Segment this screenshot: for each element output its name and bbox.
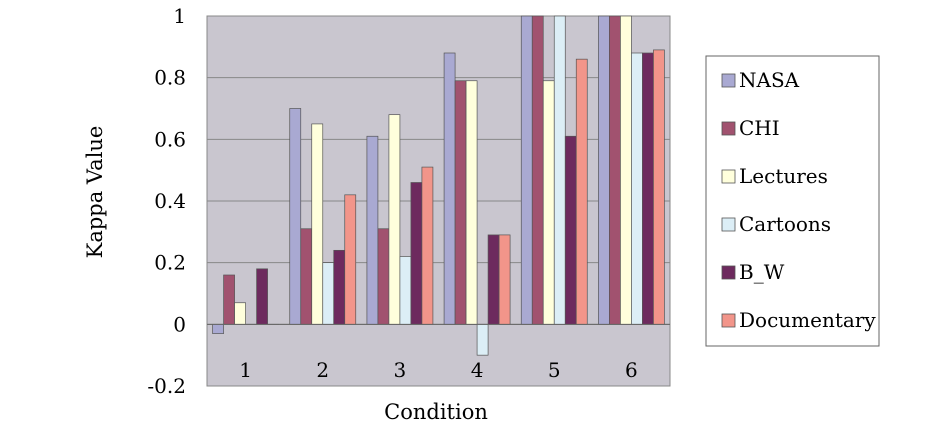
bar-cartoons-3 <box>400 257 411 325</box>
legend-swatch-documentary <box>722 314 735 327</box>
x-tick-label: 6 <box>625 358 638 382</box>
bar-b_w-6 <box>642 53 653 324</box>
bar-lectures-2 <box>312 124 323 324</box>
bar-nasa-4 <box>444 53 455 324</box>
bar-nasa-2 <box>290 109 301 325</box>
bar-chi-1 <box>224 275 235 324</box>
x-tick-label: 5 <box>548 358 561 382</box>
bar-lectures-3 <box>389 115 400 325</box>
legend-label-chi: CHI <box>739 116 780 140</box>
legend-swatch-cartoons <box>722 218 735 231</box>
y-axis-title: Kappa Value <box>83 126 107 259</box>
legend-label-lectures: Lectures <box>739 164 828 188</box>
bar-documentary-6 <box>653 50 664 324</box>
bar-nasa-1 <box>213 324 224 333</box>
legend-label-nasa: NASA <box>739 68 800 92</box>
bar-documentary-4 <box>499 235 510 324</box>
bar-lectures-5 <box>543 81 554 325</box>
y-tick-label: 0.8 <box>154 66 186 90</box>
bar-lectures-1 <box>235 303 246 325</box>
legend-swatch-nasa <box>722 74 735 87</box>
bar-b_w-4 <box>488 235 499 324</box>
x-tick-label: 2 <box>316 358 329 382</box>
bar-chi-5 <box>532 16 543 324</box>
legend: NASA CHI Lectures Cartoons B_W Documentary <box>706 56 879 346</box>
y-tick-labels: -0.2 0 0.2 0.4 0.6 0.8 1 <box>147 4 186 398</box>
bar-cartoons-4 <box>477 324 488 355</box>
y-tick-label: 0 <box>173 312 186 336</box>
bar-b_w-2 <box>334 250 345 324</box>
bar-chi-4 <box>455 81 466 325</box>
legend-swatch-b_w <box>722 266 735 279</box>
legend-label-cartoons: Cartoons <box>739 212 831 236</box>
bar-cartoons-6 <box>631 53 642 324</box>
y-tick-label: -0.2 <box>147 374 186 398</box>
y-tick-label: 0.6 <box>154 127 186 151</box>
bar-b_w-5 <box>565 136 576 324</box>
x-tick-label: 3 <box>394 358 407 382</box>
legend-swatch-chi <box>722 122 735 135</box>
bar-chi-6 <box>609 16 620 324</box>
bar-cartoons-2 <box>323 263 334 325</box>
bar-cartoons-5 <box>554 16 565 324</box>
legend-label-b_w: B_W <box>739 260 785 284</box>
y-tick-label: 0.2 <box>154 251 186 275</box>
y-tick-label: 1 <box>173 4 186 28</box>
bar-nasa-3 <box>367 136 378 324</box>
bar-b_w-3 <box>411 183 422 325</box>
bar-documentary-2 <box>345 195 356 324</box>
bar-chi-3 <box>378 229 389 325</box>
bar-documentary-5 <box>576 59 587 324</box>
bar-documentary-3 <box>422 167 433 324</box>
bar-lectures-6 <box>620 16 631 324</box>
bar-b_w-1 <box>257 269 268 325</box>
x-tick-label: 1 <box>239 358 252 382</box>
bar-chi-2 <box>301 229 312 325</box>
x-axis-title: Condition <box>384 400 488 424</box>
legend-label-documentary: Documentary <box>739 308 876 332</box>
bar-nasa-6 <box>598 16 609 324</box>
legend-swatch-lectures <box>722 170 735 183</box>
bar-lectures-4 <box>466 81 477 325</box>
legend-box <box>706 56 879 346</box>
x-tick-label: 4 <box>471 358 484 382</box>
bar-nasa-5 <box>521 16 532 324</box>
y-tick-label: 0.4 <box>154 189 186 213</box>
